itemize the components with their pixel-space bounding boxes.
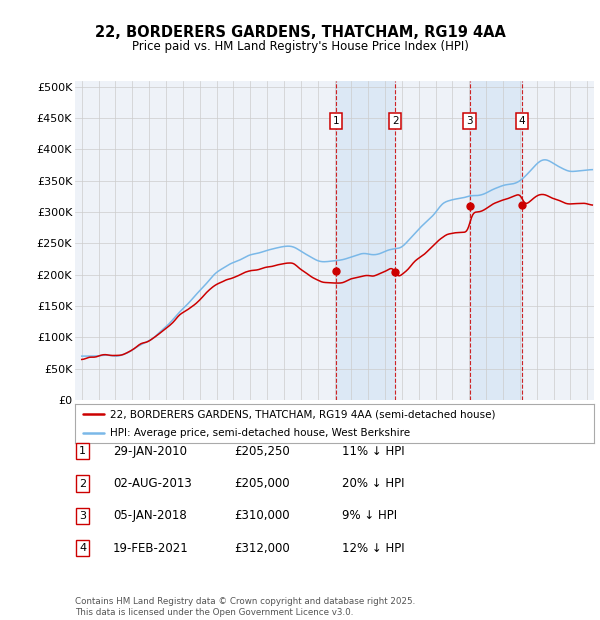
Text: 3: 3 xyxy=(79,511,86,521)
Text: £312,000: £312,000 xyxy=(234,542,290,554)
Bar xyxy=(336,81,395,400)
Text: 22, BORDERERS GARDENS, THATCHAM, RG19 4AA (semi-detached house): 22, BORDERERS GARDENS, THATCHAM, RG19 4A… xyxy=(110,409,496,419)
Text: Price paid vs. HM Land Registry's House Price Index (HPI): Price paid vs. HM Land Registry's House … xyxy=(131,40,469,53)
Text: 22, BORDERERS GARDENS, THATCHAM, RG19 4AA: 22, BORDERERS GARDENS, THATCHAM, RG19 4A… xyxy=(95,25,505,40)
Text: 2: 2 xyxy=(392,117,398,126)
Text: 02-AUG-2013: 02-AUG-2013 xyxy=(113,477,191,490)
Text: 9% ↓ HPI: 9% ↓ HPI xyxy=(342,510,397,522)
Text: 2: 2 xyxy=(79,479,86,489)
Text: 19-FEB-2021: 19-FEB-2021 xyxy=(113,542,188,554)
Text: Contains HM Land Registry data © Crown copyright and database right 2025.
This d: Contains HM Land Registry data © Crown c… xyxy=(75,598,415,617)
Text: HPI: Average price, semi-detached house, West Berkshire: HPI: Average price, semi-detached house,… xyxy=(110,428,410,438)
Text: 4: 4 xyxy=(79,543,86,553)
Text: 11% ↓ HPI: 11% ↓ HPI xyxy=(342,445,404,458)
Text: 1: 1 xyxy=(79,446,86,456)
Text: 1: 1 xyxy=(332,117,339,126)
Text: £205,000: £205,000 xyxy=(234,477,290,490)
Text: 20% ↓ HPI: 20% ↓ HPI xyxy=(342,477,404,490)
Text: 29-JAN-2010: 29-JAN-2010 xyxy=(113,445,187,458)
Text: £310,000: £310,000 xyxy=(234,510,290,522)
Text: 3: 3 xyxy=(466,117,473,126)
Text: 12% ↓ HPI: 12% ↓ HPI xyxy=(342,542,404,554)
Text: 4: 4 xyxy=(518,117,525,126)
Text: 05-JAN-2018: 05-JAN-2018 xyxy=(113,510,187,522)
Bar xyxy=(470,81,522,400)
Text: £205,250: £205,250 xyxy=(234,445,290,458)
